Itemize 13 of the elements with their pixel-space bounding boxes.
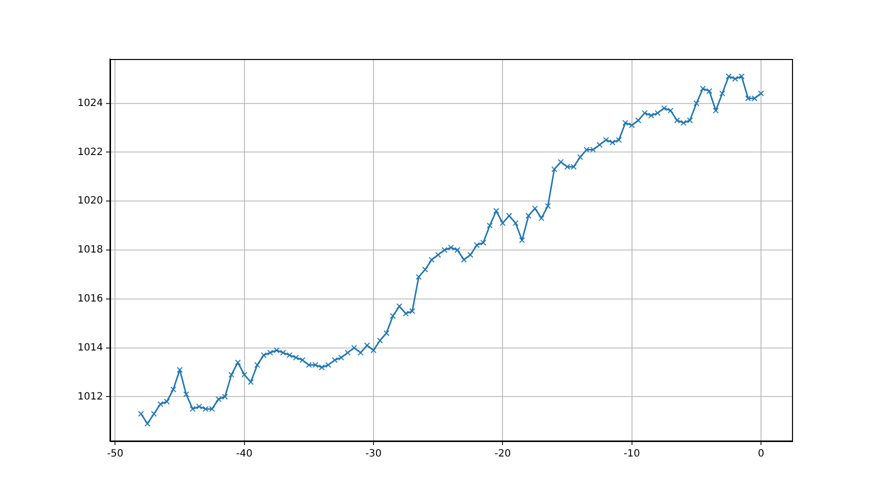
y-tick-label: 1024 — [78, 98, 103, 109]
x-tick-label: -10 — [624, 448, 640, 460]
y-tick-label: 1014 — [78, 342, 103, 354]
x-tick-label: -40 — [236, 448, 253, 460]
x-tick-label: -50 — [106, 448, 124, 460]
y-tick-label: 1022 — [78, 146, 103, 158]
x-tick-label: 0 — [758, 448, 764, 460]
y-tick-label: 1020 — [78, 196, 103, 207]
x-tick-label: -30 — [365, 448, 382, 460]
x-tick-label: -20 — [494, 448, 511, 460]
y-tick-label: 1018 — [78, 244, 103, 256]
y-tick-label: 1016 — [78, 294, 103, 305]
y-tick-label: 1012 — [78, 391, 103, 402]
